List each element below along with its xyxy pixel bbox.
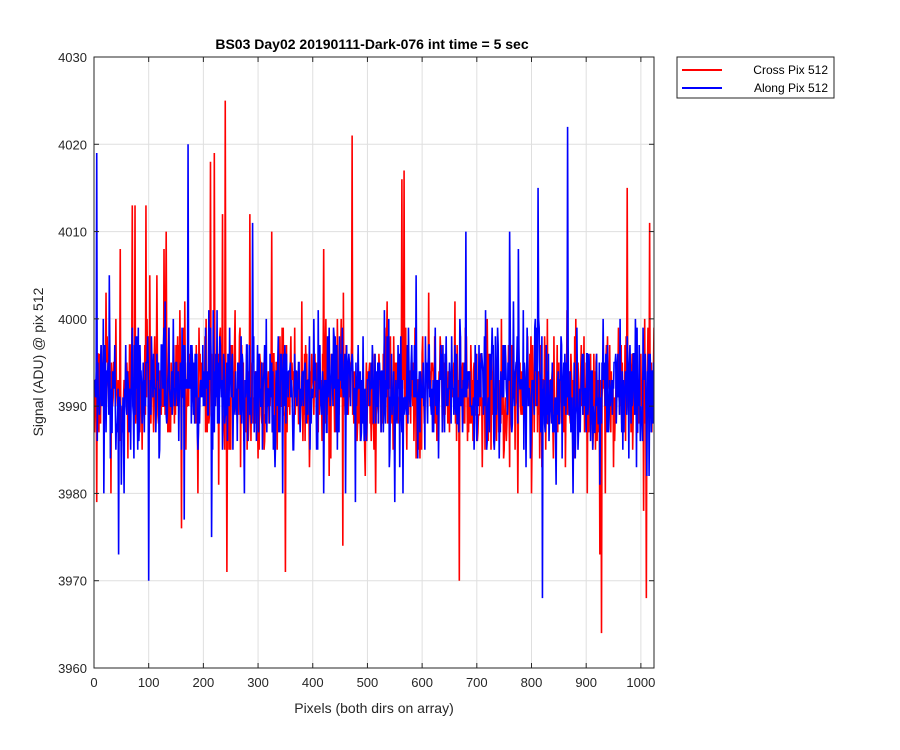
x-tick-label: 600 [411, 675, 433, 690]
y-tick-label: 4020 [58, 137, 87, 152]
axis-ticks: 0 100 200 300 400 500 600 700 800 900 1000 3960 3970… [58, 50, 655, 690]
x-tick-label: 100 [138, 675, 160, 690]
x-tick-label: 0 [90, 675, 97, 690]
x-tick-label: 700 [466, 675, 488, 690]
y-tick-label: 4010 [58, 225, 87, 240]
y-tick-label: 3960 [58, 661, 87, 676]
x-tick-label: 400 [302, 675, 324, 690]
y-tick-label: 4030 [58, 50, 87, 65]
series-line-along-pix-512 [94, 126, 654, 599]
y-axis-label: Signal (ADU) @ pix 512 [30, 287, 46, 436]
y-tick-label: 3970 [58, 574, 87, 589]
x-tick-label: 900 [575, 675, 597, 690]
series-layer [94, 100, 654, 634]
legend-box [676, 56, 835, 99]
x-tick-label: 300 [247, 675, 269, 690]
legend-label-along: Along Pix 512 [754, 81, 828, 95]
y-tick-label: 4000 [58, 312, 87, 327]
x-tick-label: 1000 [626, 675, 655, 690]
chart-title: BS03 Day02 20190111-Dark-076 int time = … [215, 36, 528, 52]
plot-frame [93, 56, 655, 669]
x-tick-label: 200 [193, 675, 215, 690]
y-tick-label: 3980 [58, 486, 87, 501]
y-tick-label: 3990 [58, 399, 87, 414]
x-tick-label: 500 [357, 675, 379, 690]
legend: Cross Pix 512 Along Pix 512 [676, 56, 835, 99]
x-tick-label: 800 [521, 675, 543, 690]
x-axis-label: Pixels (both dirs on array) [294, 700, 454, 716]
legend-label-cross: Cross Pix 512 [753, 63, 828, 77]
